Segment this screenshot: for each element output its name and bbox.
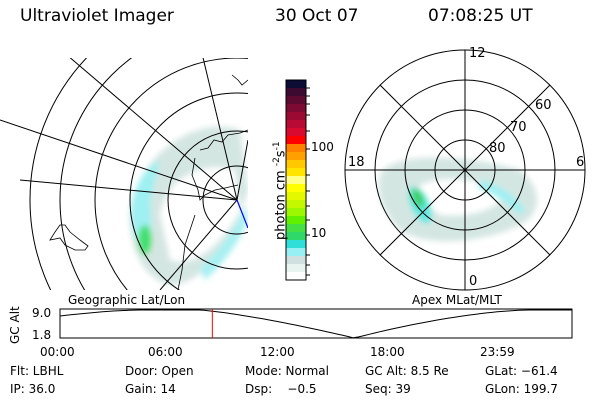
info-field: GLon: 199.7 xyxy=(485,382,558,396)
sun-direction-line xyxy=(236,199,248,229)
colorbar-band xyxy=(286,232,306,241)
longitude-line xyxy=(202,58,238,201)
info-field: GLat: −61.4 xyxy=(485,364,558,378)
latitude-circle xyxy=(94,58,248,290)
colorbar-band xyxy=(286,256,306,265)
colorbar-band xyxy=(286,248,306,257)
geographic-map xyxy=(0,58,248,290)
longitude-line xyxy=(69,58,238,201)
mlt-label-18: 18 xyxy=(348,155,365,170)
left-map-label: Geographic Lat/Lon xyxy=(68,293,186,307)
xtick-1800: 18:00 xyxy=(370,345,405,359)
colorbar-band xyxy=(286,216,306,225)
mlat-label-70: 70 xyxy=(510,120,527,135)
altitude-timeline xyxy=(59,308,573,339)
colorbar-band xyxy=(286,144,306,153)
mlat-label-60: 60 xyxy=(535,98,552,113)
colorbar-band xyxy=(286,264,306,273)
latitude-circle xyxy=(59,58,133,290)
info-field: IP: 36.0 xyxy=(10,382,56,396)
longitude-line xyxy=(236,139,248,201)
colorbar-band xyxy=(286,208,306,217)
colorbar-band xyxy=(286,152,306,161)
polar-mlt-plot xyxy=(344,49,586,291)
latitude-circle xyxy=(167,130,248,270)
mlt-label-6: 6 xyxy=(576,155,585,170)
colorbar xyxy=(285,79,310,281)
colorbar-band xyxy=(286,272,306,281)
coastlines xyxy=(49,74,248,290)
colorbar-band xyxy=(286,176,306,185)
mlat-label-80: 80 xyxy=(489,141,506,156)
right-map-label: Apex MLat/MLT xyxy=(412,293,502,307)
ytick-1-8: 1.8 xyxy=(32,328,52,342)
colorbar-tick-10: 10 xyxy=(311,226,327,240)
latitude-circle xyxy=(29,58,88,290)
longitude-line xyxy=(159,199,238,290)
xtick-0000: 00:00 xyxy=(40,345,75,359)
info-field: Door: Open xyxy=(125,364,194,378)
colorbar-band xyxy=(286,160,306,169)
aurora-emission-left xyxy=(129,126,248,285)
colorbar-band xyxy=(286,192,306,201)
colorbar-band xyxy=(286,80,306,89)
info-field: Seq: 39 xyxy=(365,382,411,396)
colorbar-tick-100: 100 xyxy=(311,140,334,154)
longitude-line xyxy=(19,179,238,201)
colorbar-band xyxy=(286,168,306,177)
colorbar-band xyxy=(286,240,306,249)
ytick-9: 9.0 xyxy=(32,306,52,320)
date-label: 30 Oct 07 xyxy=(275,6,359,26)
colorbar-band xyxy=(286,104,306,113)
xtick-2359: 23:59 xyxy=(480,345,515,359)
info-field: GC Alt: 8.5 Re xyxy=(365,364,449,378)
colorbar-band xyxy=(286,96,306,105)
xtick-0600: 06:00 xyxy=(148,345,183,359)
longitude-line xyxy=(0,119,238,201)
colorbar-band xyxy=(286,224,306,233)
time-label: 07:08:25 UT xyxy=(428,6,533,26)
timeline-ylabel: GC Alt xyxy=(8,306,22,344)
latitude-circle xyxy=(202,165,248,235)
info-field: Dsp: −0.5 xyxy=(245,382,317,396)
colorbar-band xyxy=(286,184,306,193)
info-field: Flt: LBHL xyxy=(10,364,64,378)
colorbar-band xyxy=(286,120,306,129)
colorbar-band xyxy=(286,88,306,97)
colorbar-band xyxy=(286,200,306,209)
colorbar-band xyxy=(286,136,306,145)
xtick-1200: 12:00 xyxy=(260,345,295,359)
altitude-curve xyxy=(59,309,572,339)
instrument-title: Ultraviolet Imager xyxy=(20,6,174,26)
mlt-label-12: 12 xyxy=(469,46,486,61)
colorbar-band xyxy=(286,112,306,121)
mlt-label-0: 0 xyxy=(469,274,478,289)
info-field: Gain: 14 xyxy=(125,382,176,396)
info-field: Mode: Normal xyxy=(245,364,329,378)
colorbar-unit-label: photon cm -2s-1 xyxy=(272,141,289,240)
latitude-circle xyxy=(129,92,248,290)
colorbar-band xyxy=(286,128,306,137)
